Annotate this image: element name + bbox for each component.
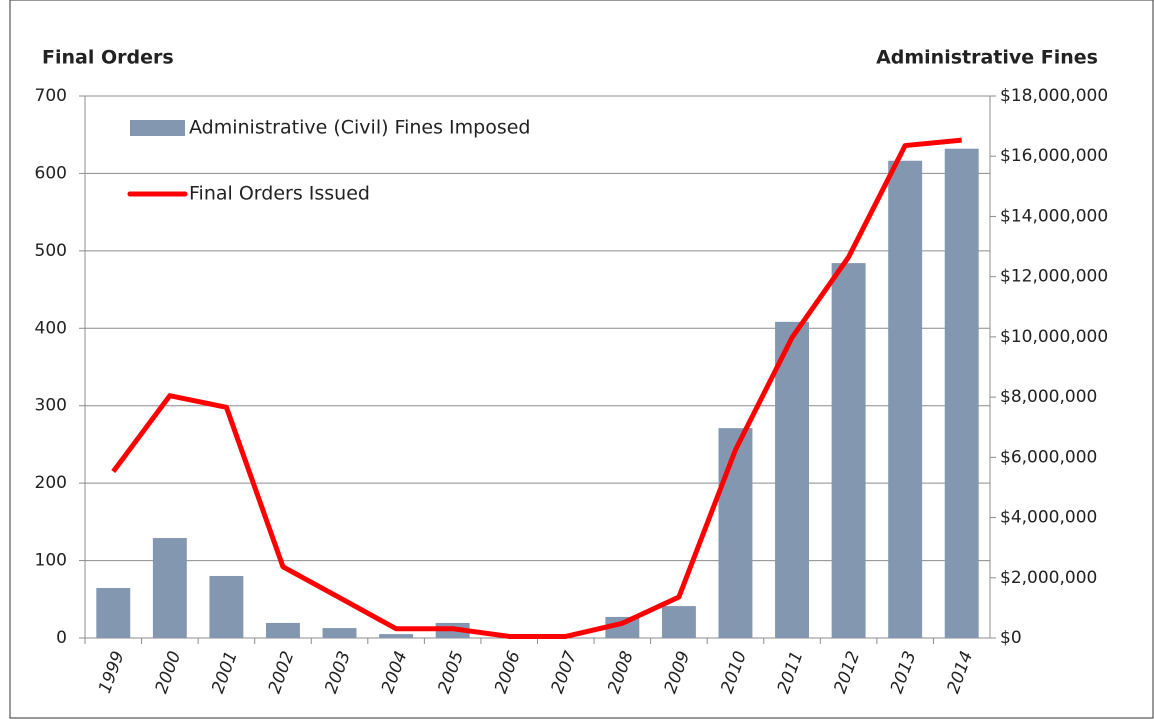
bar	[718, 428, 753, 638]
frame	[9, 0, 1154, 719]
x-tick-label: 2009	[661, 649, 695, 696]
y-tick-label: 700	[35, 86, 67, 106]
y2-tick-label: $14,000,000	[1000, 206, 1108, 226]
x-tick-label: 2003	[321, 649, 355, 696]
y2-tick-label: $6,000,000	[1000, 447, 1097, 467]
y2-tick-label: $4,000,000	[1000, 508, 1097, 528]
x-tick-label: 2002	[265, 649, 299, 696]
x-tick-label: 2010	[717, 649, 751, 696]
x-tick-label: 2000	[152, 649, 186, 696]
y2-tick-label: $2,000,000	[1000, 568, 1097, 588]
y2-tick-label: $16,000,000	[1000, 146, 1108, 166]
bar	[322, 628, 357, 638]
x-tick-label: 2007	[548, 648, 582, 696]
bar	[605, 616, 640, 638]
y-tick-label: 200	[35, 473, 67, 493]
bar	[266, 622, 300, 638]
legend-label: Final Orders Issued	[189, 183, 370, 205]
bar	[775, 321, 809, 638]
y-axis-title: Final Orders	[42, 47, 174, 69]
y2-axis-title: Administrative Fines	[876, 47, 1098, 69]
y-tick-label: 600	[35, 163, 67, 183]
bar	[152, 538, 187, 638]
y-tick-label: 100	[35, 551, 67, 571]
x-tick-label: 1999	[95, 649, 129, 696]
y2-tick-label: $8,000,000	[1000, 387, 1097, 407]
bar	[661, 606, 696, 638]
y2-tick-label: $0	[1000, 628, 1022, 648]
x-tick-label: 2011	[774, 649, 808, 696]
bar	[944, 148, 979, 638]
y2-tick-label: $10,000,000	[1000, 327, 1108, 347]
x-tick-label: 2001	[208, 649, 242, 696]
legend-swatch	[130, 120, 185, 136]
y-tick-label: 500	[35, 241, 67, 261]
bar	[831, 263, 866, 638]
bar	[96, 588, 131, 638]
x-tick-label: 2014	[944, 649, 978, 696]
line	[111, 137, 962, 639]
x-tick-label: 2006	[491, 648, 525, 696]
bar	[888, 160, 923, 638]
x-tick-label: 2004	[378, 649, 412, 696]
x-tick-label: 2008	[604, 648, 638, 696]
x-tick-label: 2013	[887, 649, 921, 696]
y-tick-label: 400	[35, 318, 67, 338]
y2-tick-label: $12,000,000	[1000, 267, 1108, 287]
y-tick-label: 0	[56, 628, 67, 648]
x-tick-label: 2012	[830, 649, 864, 696]
bar	[209, 575, 244, 638]
y2-tick-label: $18,000,000	[1000, 86, 1108, 106]
x-tick-label: 2005	[434, 649, 468, 696]
legend-label: Administrative (Civil) Fines Imposed	[189, 117, 531, 139]
bar	[379, 634, 414, 638]
y-tick-label: 300	[35, 396, 67, 416]
